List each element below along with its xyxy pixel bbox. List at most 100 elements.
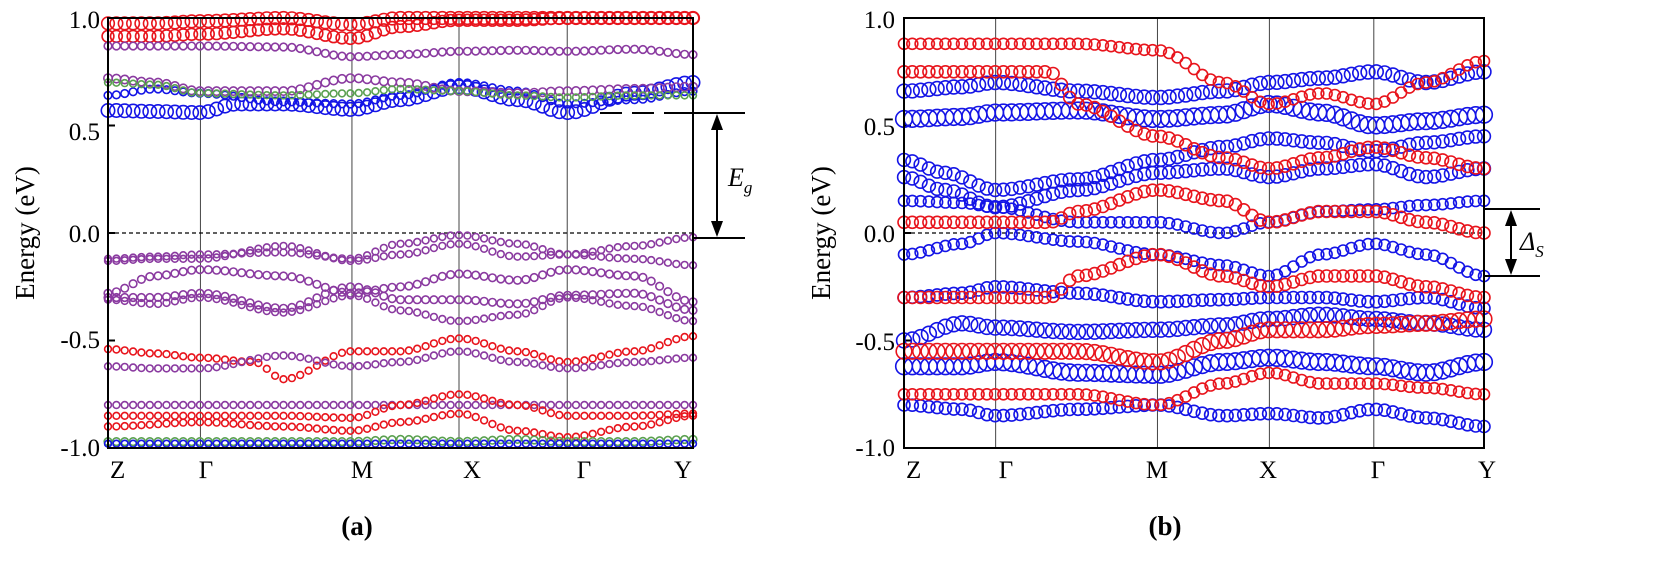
band-marker [955,290,969,305]
band-marker [962,78,978,94]
band-marker [630,411,639,420]
band-marker [912,328,929,346]
band-marker [187,293,196,303]
band-marker [663,435,673,445]
panel-a: Energy (eV) 1.0 0.5 0.0 -0.5 -1.0 Z Γ M … [10,7,752,541]
band-marker [1302,162,1318,177]
band-marker [462,46,473,56]
band-marker [1055,37,1068,51]
band-marker [504,299,514,309]
band-marker [254,244,263,253]
band-marker [229,411,238,420]
band-marker [438,232,447,242]
band-marker [393,19,408,34]
panel-a-band-12 [103,332,698,384]
band-marker [1334,308,1352,325]
band-marker [1319,204,1334,219]
band-marker [953,342,971,360]
band-marker [922,290,936,305]
band-marker [178,437,188,447]
band-marker [1394,274,1408,289]
band-marker [1030,37,1043,51]
band-marker [1029,405,1044,420]
band-marker [1129,396,1143,410]
band-marker [1187,293,1201,308]
band-marker [1467,64,1484,81]
band-marker [1069,342,1087,360]
band-marker [987,200,1003,215]
band-marker [362,410,372,420]
band-marker [212,265,222,275]
band-marker [395,49,406,60]
band-marker [1087,287,1102,302]
band-marker [1286,133,1301,148]
band-marker [1435,153,1450,167]
band-marker [161,292,172,302]
band-marker [304,303,313,312]
band-marker [1228,408,1243,423]
band-marker [245,41,255,52]
band-marker [1384,316,1402,334]
band-marker [529,306,539,315]
panel-b-ytick-label: -1.0 [855,435,895,462]
band-marker [329,360,338,369]
band-marker [538,251,547,260]
band-marker [963,191,978,206]
band-marker [1310,306,1327,323]
band-marker [1377,158,1392,173]
band-marker [1080,388,1093,401]
band-marker [1461,59,1474,72]
band-marker [454,334,464,343]
band-marker [1294,154,1309,168]
band-marker [471,392,480,401]
band-marker [1419,290,1433,305]
band-marker [128,411,138,420]
band-marker [1177,87,1194,103]
band-marker [438,336,447,346]
band-marker [1160,321,1178,338]
band-marker [588,290,598,300]
band-marker [921,178,937,193]
band-marker [1444,219,1458,234]
band-marker [1427,135,1442,150]
band-marker [1013,37,1027,51]
band-marker [463,390,472,399]
band-marker [279,422,288,431]
band-marker [137,363,146,373]
band-marker [1153,89,1169,106]
band-marker [1054,403,1069,417]
band-marker [253,300,263,310]
band-marker [229,419,238,428]
band-marker [568,104,584,120]
band-marker [980,200,994,213]
panel-b-delta-subscript: S [1535,242,1544,261]
band-marker [621,400,631,410]
band-marker [170,297,180,306]
panel-a-band-2 [103,41,698,62]
band-marker [1277,73,1293,90]
band-marker [996,215,1011,230]
band-marker [296,422,305,432]
band-marker [153,419,163,429]
band-marker [1144,321,1161,338]
band-marker [1287,93,1300,106]
band-marker [1311,204,1326,219]
band-marker [376,94,392,110]
band-marker [913,174,928,190]
band-marker [187,254,196,263]
band-marker [1071,235,1085,248]
band-marker [479,339,489,348]
band-marker [354,361,363,371]
band-marker [1195,162,1210,177]
band-marker [329,294,338,303]
band-marker [153,364,163,373]
band-marker [1013,290,1027,305]
band-marker [1168,362,1187,382]
band-marker [120,346,129,355]
band-marker [1137,294,1152,309]
band-marker [1053,323,1070,340]
band-marker [987,182,1003,198]
band-marker [1121,41,1134,55]
band-marker [546,362,556,371]
band-marker [220,291,230,302]
